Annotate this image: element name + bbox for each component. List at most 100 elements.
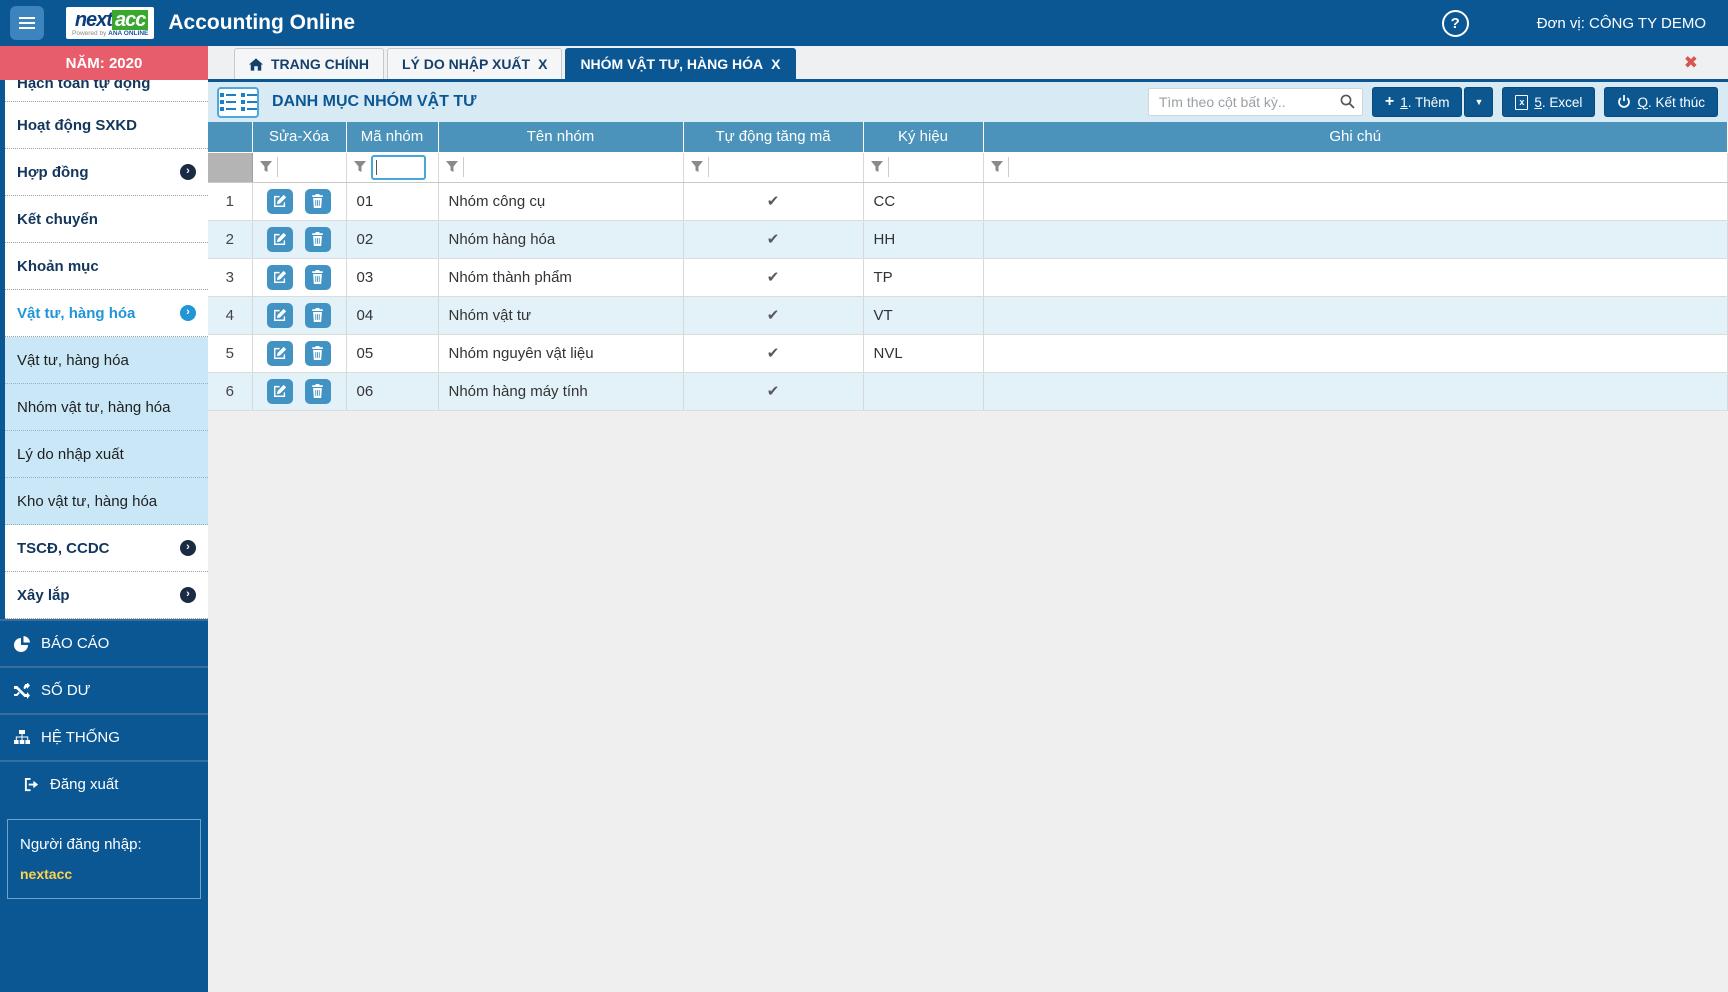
tab-label: TRANG CHÍNH	[271, 56, 369, 72]
add-dropdown-button[interactable]: ▼	[1464, 87, 1494, 117]
sidebar-item-label: Nhóm vật tư, hàng hóa	[17, 398, 171, 416]
filter-cell-group-name	[438, 152, 684, 183]
plus-icon: +	[1384, 93, 1395, 110]
column-header-group-name[interactable]: Tên nhóm	[438, 122, 684, 153]
column-header-symbol[interactable]: Ký hiệu	[863, 122, 984, 153]
sidebar-item[interactable]: Kho vật tư, hàng hóa	[5, 478, 208, 525]
close-all-tabs-icon[interactable]: ✖	[1683, 53, 1698, 72]
cell-auto-increment-check: ✔	[683, 182, 864, 221]
finish-button[interactable]: Q. Kết thúc	[1604, 87, 1718, 117]
add-button[interactable]: + 1. Thêm	[1371, 87, 1463, 117]
cell-auto-increment-check: ✔	[683, 258, 864, 297]
column-header-edit-delete[interactable]: Sửa-Xóa	[252, 122, 347, 153]
tab[interactable]: LÝ DO NHẬP XUẤT X	[387, 48, 563, 79]
sidebar-item[interactable]: Lý do nhập xuất	[5, 431, 208, 478]
search-icon[interactable]	[1340, 94, 1355, 109]
content-background	[208, 410, 1728, 992]
filter-blank-cell	[208, 152, 253, 183]
filter-funnel-icon[interactable]	[353, 161, 366, 173]
tab[interactable]: NHÓM VẬT TƯ, HÀNG HÓA X	[565, 48, 796, 79]
tab-bar: TRANG CHÍNH LÝ DO NHẬP XUẤT X NHÓM VẬT T…	[208, 46, 1728, 82]
cell-symbol: VT	[863, 296, 984, 335]
filter-row	[208, 152, 1728, 183]
filter-input-focused[interactable]	[376, 157, 419, 177]
cell-group-name: Nhóm hàng hóa	[438, 220, 684, 259]
sidebar-item-label: TSCĐ, CCDC	[17, 539, 110, 557]
sidebar-item[interactable]: TSCĐ, CCDC ›	[5, 525, 208, 572]
filter-funnel-icon[interactable]	[445, 161, 458, 173]
sidebar-section-balances[interactable]: SỐ DƯ	[0, 666, 208, 713]
help-icon[interactable]: ?	[1441, 9, 1469, 37]
filter-input[interactable]	[462, 157, 671, 177]
row-actions	[252, 220, 347, 259]
sidebar-section-reports[interactable]: BÁO CÁO	[0, 619, 208, 666]
sidebar-item[interactable]: Kết chuyển	[5, 196, 208, 243]
edit-button[interactable]	[267, 378, 294, 404]
sidebar-item[interactable]: Vật tư, hàng hóa	[5, 337, 208, 384]
logout-button[interactable]: Đăng xuất	[0, 760, 208, 807]
sidebar-item[interactable]: Khoản mục	[5, 243, 208, 290]
hamburger-menu-button[interactable]	[10, 6, 44, 40]
app-title: Accounting Online	[168, 11, 356, 34]
delete-button[interactable]	[304, 340, 331, 366]
edit-button[interactable]	[267, 340, 294, 366]
cell-group-code: 01	[346, 182, 439, 221]
sidebar-item[interactable]: Hạch toán tự động	[5, 80, 208, 102]
edit-button[interactable]	[267, 226, 294, 252]
delete-button[interactable]	[304, 188, 331, 214]
filter-funnel-icon[interactable]	[690, 161, 703, 173]
catalog-list-icon	[217, 86, 259, 118]
excel-export-button[interactable]: x 5. Excel	[1502, 87, 1596, 117]
column-header-auto-increment[interactable]: Tự động tăng mã	[683, 122, 864, 153]
delete-button[interactable]	[304, 302, 331, 328]
cell-group-name: Nhóm công cụ	[438, 182, 684, 221]
row-number: 4	[208, 296, 253, 335]
edit-button[interactable]	[267, 188, 294, 214]
edit-button[interactable]	[267, 302, 294, 328]
tab-close-icon[interactable]: X	[771, 56, 781, 72]
sidebar-item-label: Kho vật tư, hàng hóa	[17, 492, 158, 510]
cell-group-code: 05	[346, 334, 439, 373]
tab-label: LÝ DO NHẬP XUẤT	[402, 56, 531, 72]
table-row: 1 01 Nhóm công cụ ✔ CC	[208, 182, 1728, 221]
cell-group-code: 06	[346, 372, 439, 411]
cell-auto-increment-check: ✔	[683, 220, 864, 259]
logout-label: Đăng xuất	[50, 776, 119, 793]
search-input[interactable]	[1147, 88, 1363, 116]
cell-auto-increment-check: ✔	[683, 334, 864, 373]
chevron-right-circle-icon: ›	[180, 164, 196, 180]
sidebar-item[interactable]: Nhóm vật tư, hàng hóa	[5, 384, 208, 431]
column-header-group-code[interactable]: Mã nhóm	[346, 122, 439, 153]
row-actions	[252, 258, 347, 297]
power-icon	[1618, 95, 1631, 108]
tab-close-icon[interactable]: X	[538, 56, 548, 72]
logo-part-next: next	[74, 9, 113, 31]
sidebar-item[interactable]: Hợp đồng ›	[5, 149, 208, 196]
chevron-right-circle-icon: ›	[180, 540, 196, 556]
sidebar-item[interactable]: Xây lắp ›	[5, 572, 208, 619]
sidebar-section-label: SỐ DƯ	[41, 682, 91, 699]
filter-input[interactable]	[1007, 157, 1715, 177]
filter-input[interactable]	[707, 157, 851, 177]
tab[interactable]: TRANG CHÍNH	[234, 48, 384, 79]
sidebar-section-system[interactable]: HỆ THỐNG	[0, 713, 208, 760]
material-groups-table: Sửa-Xóa Mã nhóm Tên nhóm Tự động tăng mã…	[208, 122, 1728, 411]
delete-button[interactable]	[304, 378, 331, 404]
filter-cell-edit-delete	[252, 152, 347, 183]
app-logo: next acc Powered by ANA ONLINE	[66, 7, 155, 39]
sidebar-item[interactable]: Vật tư, hàng hóa ›	[5, 290, 208, 337]
cell-note	[983, 182, 1728, 221]
column-header-note[interactable]: Ghi chú	[983, 122, 1728, 153]
sidebar-item[interactable]: Hoạt động SXKD	[5, 102, 208, 149]
filter-funnel-icon[interactable]	[259, 161, 272, 173]
delete-button[interactable]	[304, 264, 331, 290]
filter-input[interactable]	[276, 157, 334, 177]
filter-funnel-icon[interactable]	[870, 161, 883, 173]
page-title: DANH MỤC NHÓM VẬT TƯ	[272, 93, 477, 110]
cell-auto-increment-check: ✔	[683, 296, 864, 335]
filter-cell-symbol	[863, 152, 984, 183]
delete-button[interactable]	[304, 226, 331, 252]
edit-button[interactable]	[267, 264, 294, 290]
filter-input[interactable]	[887, 157, 971, 177]
filter-funnel-icon[interactable]	[990, 161, 1003, 173]
